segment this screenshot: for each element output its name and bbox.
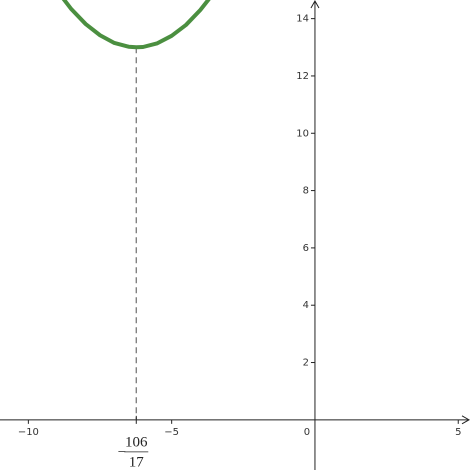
y-tick-label: 12	[296, 71, 309, 82]
x-tick-label: −10	[18, 427, 39, 438]
y-tick-label: 6	[303, 243, 309, 254]
y-tick-label: 4	[303, 300, 309, 311]
x-axis-arrow	[461, 415, 470, 425]
y-tick-label: 2	[303, 358, 309, 369]
y-tick-label: 10	[296, 128, 309, 139]
x-tick-label: −5	[164, 427, 179, 438]
y-tick-label: 14	[296, 14, 309, 25]
fraction-numerator: 106	[125, 434, 148, 450]
y-tick-label: 8	[303, 186, 309, 197]
curve	[61, 0, 211, 50]
x-tick-label: 0	[304, 427, 310, 438]
x-tick-label: 5	[455, 427, 461, 438]
y-axis-arrow	[310, 0, 320, 9]
fraction-sign: −	[118, 444, 126, 460]
fraction-denominator: 17	[129, 454, 145, 470]
